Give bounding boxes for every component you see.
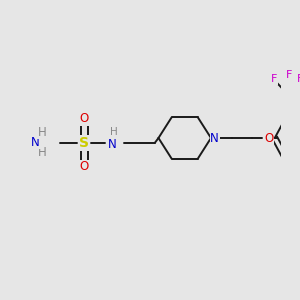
Text: O: O — [80, 112, 89, 125]
Text: F: F — [271, 74, 277, 85]
Text: N: N — [31, 136, 40, 148]
Text: H: H — [38, 146, 46, 158]
Text: F: F — [286, 70, 292, 80]
Text: F: F — [297, 74, 300, 85]
Text: O: O — [80, 160, 89, 173]
Text: H: H — [38, 125, 46, 139]
Text: O: O — [265, 131, 274, 145]
Text: N: N — [210, 131, 219, 145]
Text: N: N — [108, 137, 117, 151]
Text: H: H — [110, 127, 117, 137]
Text: S: S — [80, 136, 89, 150]
